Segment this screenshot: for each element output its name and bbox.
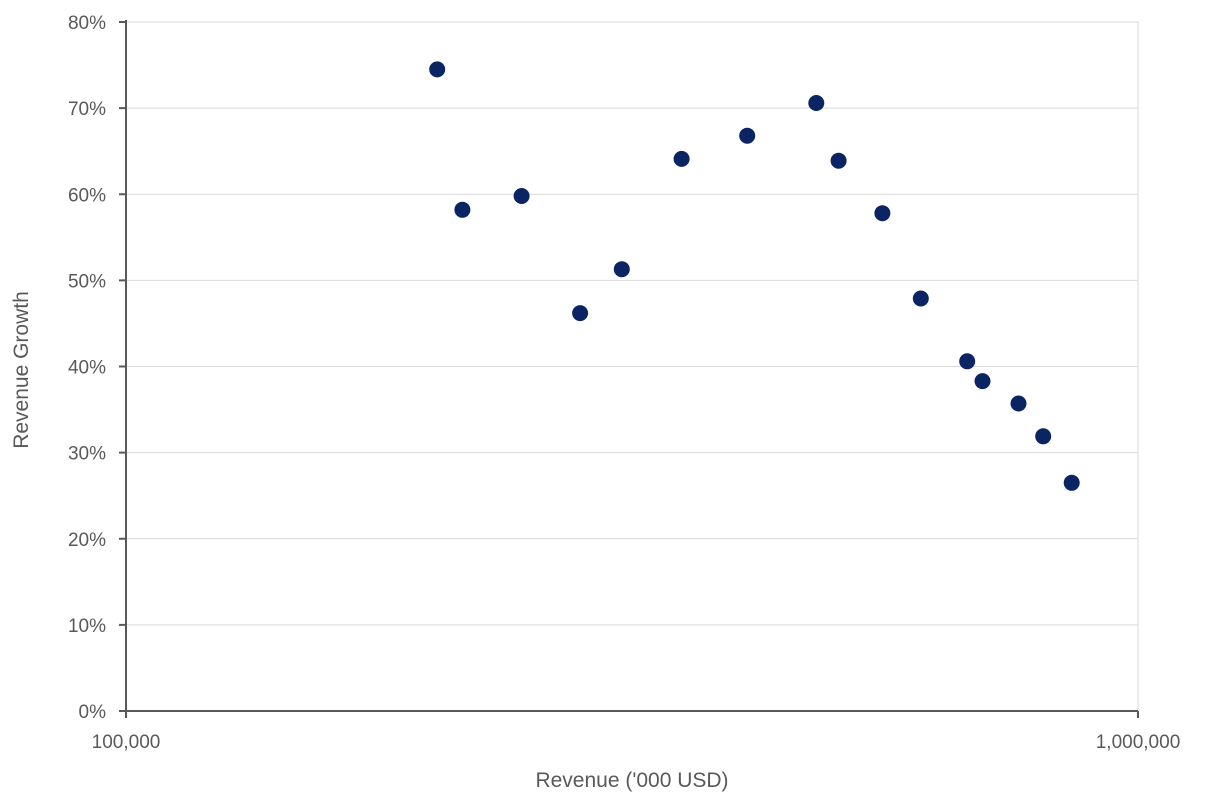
y-tick-label: 30% [68, 444, 106, 465]
data-point [912, 290, 929, 307]
data-point [673, 150, 690, 167]
y-tick-label: 60% [68, 185, 106, 206]
data-point [1035, 428, 1052, 445]
y-axis-title: Revenue Growth [10, 291, 33, 449]
data-points [429, 61, 1080, 491]
x-tick-label: 1,000,000 [1096, 732, 1181, 753]
data-point [739, 127, 756, 144]
data-point [1010, 395, 1027, 412]
data-point [513, 188, 530, 204]
data-point [572, 305, 589, 322]
data-point [959, 353, 976, 370]
y-tick-label: 80% [68, 13, 106, 34]
y-axis-ticks: 0% 10% 20% 30% 40% 50% 60% 70% 80% [68, 13, 126, 723]
gridlines [126, 21, 1138, 626]
data-point [808, 95, 825, 111]
data-point [429, 61, 446, 78]
y-tick-label: 50% [68, 271, 106, 292]
data-point [830, 152, 847, 169]
data-point [874, 205, 891, 222]
y-tick-label: 10% [68, 616, 106, 637]
x-axis-title: Revenue ('000 USD) [535, 769, 728, 792]
data-point [974, 373, 991, 390]
data-point [454, 201, 471, 218]
y-tick-label: 20% [68, 530, 106, 551]
y-tick-label: 40% [68, 358, 106, 379]
data-point [1063, 474, 1080, 491]
y-tick-label: 70% [68, 99, 106, 120]
data-point [613, 261, 630, 278]
y-tick-label: 0% [79, 702, 107, 723]
x-axis-ticks: 100,000 1,000,000 [92, 711, 1181, 753]
x-tick-label: 100,000 [92, 732, 161, 753]
